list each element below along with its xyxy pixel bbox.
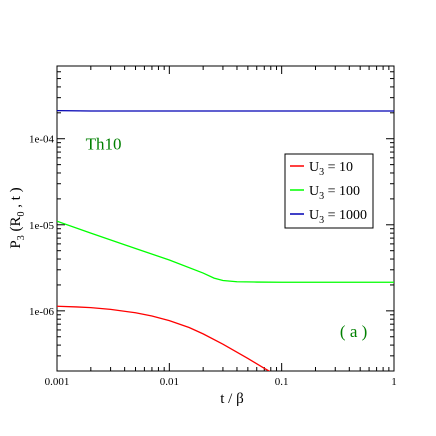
y-axis-label: P3 (R0 , t ): [8, 187, 27, 248]
dataset-label: Th10: [86, 134, 122, 153]
x-tick-label: 0.01: [160, 376, 179, 388]
y-tick-label: 1e-06: [29, 306, 55, 318]
legend-label: U3 = 100: [309, 184, 360, 202]
legend-label: U3 = 1000: [309, 208, 367, 226]
legend: U3 = 10 U3 = 100 U3 = 1000: [284, 153, 374, 229]
series-line-1: [57, 220, 394, 283]
x-axis-label: t / β: [220, 391, 243, 407]
x-tick-label: 0.001: [45, 376, 70, 388]
x-tick-label: 1: [391, 376, 397, 388]
y-tick-label: 1e-04: [29, 134, 55, 146]
y-tick-label: 1e-05: [29, 220, 55, 232]
panel-label: ( a ): [340, 322, 367, 341]
series-line-0: [57, 305, 271, 371]
legend-label: U3 = 10: [309, 160, 353, 178]
x-tick-label: 0.1: [275, 376, 289, 388]
plot-frame: [56, 65, 395, 372]
